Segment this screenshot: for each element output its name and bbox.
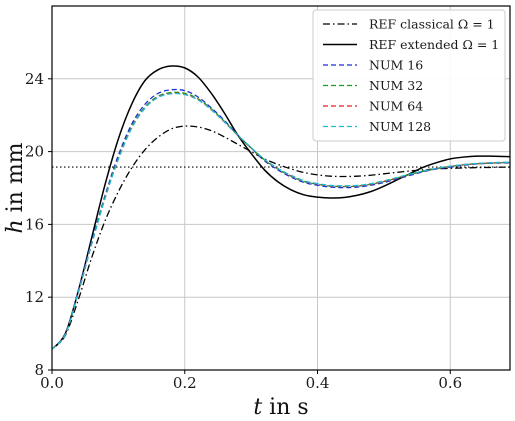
legend-label-1: REF extended Ω = 1 (369, 37, 499, 52)
y-tick-label: 24 (25, 70, 44, 88)
x-tick-label: 0.4 (306, 374, 330, 392)
x-axis-unit: in s (262, 395, 308, 420)
y-axis-unit: in mm (3, 142, 28, 219)
y-axis-label: h in mm (3, 142, 28, 233)
y-tick-label: 12 (25, 288, 44, 306)
plot-frame (51, 5, 511, 371)
x-tick-label: 0.2 (173, 374, 197, 392)
x-axis-var: t (253, 395, 262, 420)
x-axis-label: t in s (253, 395, 308, 420)
legend-label-2: NUM 16 (369, 58, 423, 73)
y-tick-label: 20 (25, 143, 44, 161)
legend-label-4: NUM 64 (369, 99, 423, 114)
series-line-5 (51, 92, 511, 350)
series-lines (51, 65, 511, 350)
series-line-1 (51, 65, 511, 350)
y-tick-label: 8 (34, 361, 44, 379)
legend-label-5: NUM 128 (369, 119, 431, 134)
legend-label-3: NUM 32 (369, 78, 423, 93)
legend: REF classical Ω = 1 REF extended Ω = 1 NUM… (312, 9, 506, 142)
x-tick-label: 0.0 (40, 374, 64, 392)
axis-ticks: 0.0 0.2 0.4 0.6 8 12 16 20 24 (25, 70, 462, 392)
legend-box (312, 9, 506, 142)
y-axis-var: h (3, 219, 28, 233)
x-tick-label: 0.6 (438, 374, 462, 392)
y-tick-label: 16 (25, 215, 44, 233)
legend-label-0: REF classical Ω = 1 (369, 17, 495, 32)
series-line-0 (51, 125, 511, 350)
